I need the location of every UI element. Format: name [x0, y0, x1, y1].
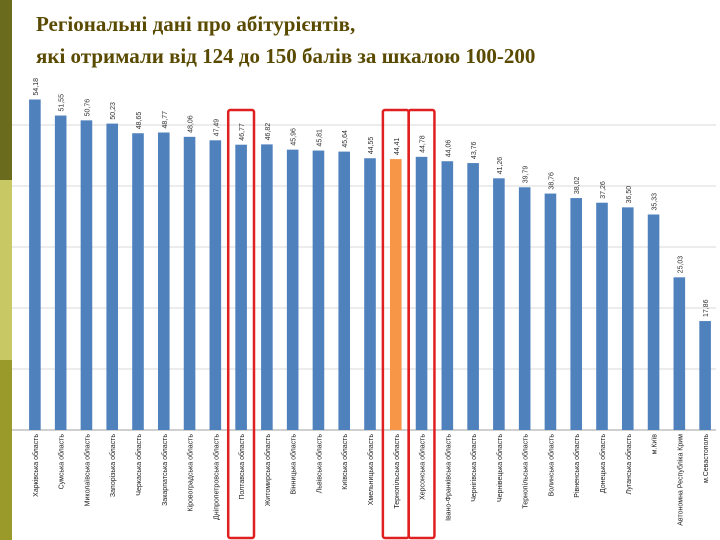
category-label: Херсонська область [419, 434, 427, 500]
bar [338, 151, 351, 430]
category-label: Харківська область [32, 434, 40, 497]
bar [106, 123, 119, 431]
decor-band-middle [0, 180, 12, 360]
bar-value-label: 46,77 [239, 123, 246, 141]
bar-value-label: 38,76 [548, 172, 555, 190]
bar-value-label: 44,78 [420, 135, 427, 153]
bar-value-label: 43,76 [471, 141, 478, 159]
bar-value-label: 50,76 [84, 99, 91, 117]
category-label: м.Севастополь [703, 434, 710, 483]
bar-chart: 54,18 Харківська область 51,55 Сумська обла… [12, 78, 716, 540]
category-label: Тернопільська область [393, 434, 401, 509]
bar-value-label: 35,33 [652, 193, 659, 211]
bar [157, 132, 170, 430]
bar-value-label: 41,26 [497, 157, 504, 175]
highlight-box [407, 108, 436, 540]
bar-value-label: 25,03 [677, 256, 684, 274]
bar [235, 144, 247, 430]
bar-value-label: 39,79 [523, 166, 530, 184]
slide-title: Регіональні дані про абітурієнтів, які о… [36, 8, 716, 72]
category-label: Закарпатська область [161, 434, 169, 506]
category-label: Кіровоградська область [187, 434, 195, 512]
bar-value-label: 46,82 [265, 123, 272, 141]
bar-value-label: 50,23 [110, 102, 117, 120]
bar [467, 163, 479, 430]
bar [364, 158, 376, 430]
bar-value-label: 44,55 [368, 137, 375, 155]
bar-value-label: 44,06 [445, 140, 452, 158]
bar [415, 156, 428, 430]
category-label: Івано-Франківська область [444, 434, 452, 521]
bar [621, 207, 634, 430]
category-label: Автономна Республіка Крим [676, 434, 684, 526]
bar-value-label: 47,49 [213, 119, 220, 137]
category-label: Луганська область [625, 434, 633, 495]
category-label: Волинська область [547, 434, 555, 497]
bar [647, 214, 660, 430]
category-label: Чернігівська область [470, 434, 478, 502]
category-label: Сумська область [58, 434, 66, 490]
category-label: м.Київ [652, 434, 659, 455]
bar-value-label: 48,06 [188, 115, 195, 133]
slide-title-line-1: Регіональні дані про абітурієнтів, [36, 12, 356, 36]
bar [673, 277, 686, 430]
bar [441, 161, 454, 430]
bar [389, 159, 402, 430]
bar-value-label: 51,55 [59, 94, 66, 112]
bar [596, 202, 608, 430]
bar-value-label: 45,96 [291, 128, 298, 146]
category-label: Тернопільська область [522, 434, 530, 509]
bar-value-label: 38,02 [574, 176, 581, 194]
decor-band-top [0, 0, 12, 180]
bar [286, 149, 299, 431]
bar-value-label: 54,18 [33, 78, 40, 96]
bar [518, 187, 531, 430]
bar [570, 198, 583, 430]
slide-title-line-2: які отримали від 124 до 150 балів за шка… [36, 44, 536, 68]
bar [261, 144, 273, 430]
bar-value-label: 48,65 [136, 112, 143, 130]
bar [54, 115, 67, 431]
bar [699, 321, 711, 430]
category-label: Київська область [341, 434, 349, 490]
category-label: Львівська область [315, 434, 323, 494]
bar [132, 133, 144, 431]
bar-value-label: 45,81 [316, 129, 323, 147]
category-label: Вінницька область [290, 434, 298, 495]
category-label: Запорізька область [109, 434, 117, 497]
category-label: Миколаївська область [83, 434, 91, 507]
category-label: Рівненська область [573, 434, 581, 498]
category-label: Чернівецька область [496, 434, 504, 502]
category-label: Житомирська область [264, 434, 272, 506]
bar [312, 150, 325, 430]
bar-value-label: 48,77 [162, 111, 169, 129]
bar [29, 99, 41, 430]
category-label: Дніпропетровська область [212, 434, 220, 520]
category-label: Донецька область [599, 434, 607, 493]
category-label: Хмельницька область [367, 434, 375, 506]
bar-value-label: 36,50 [626, 186, 633, 204]
bar [544, 193, 557, 430]
bar [80, 120, 93, 430]
highlight-box [226, 108, 256, 540]
bar [209, 140, 222, 430]
decor-band-bottom [0, 360, 12, 540]
bar-value-label: 45,64 [342, 130, 349, 148]
bar-value-label: 17,86 [703, 299, 710, 317]
category-label: Полтавська область [238, 434, 246, 500]
bar [183, 136, 196, 431]
bar [493, 178, 505, 430]
bar-value-label: 44,41 [394, 137, 401, 155]
bar-value-label: 37,26 [600, 181, 607, 199]
category-label: Черкаська область [135, 434, 143, 496]
